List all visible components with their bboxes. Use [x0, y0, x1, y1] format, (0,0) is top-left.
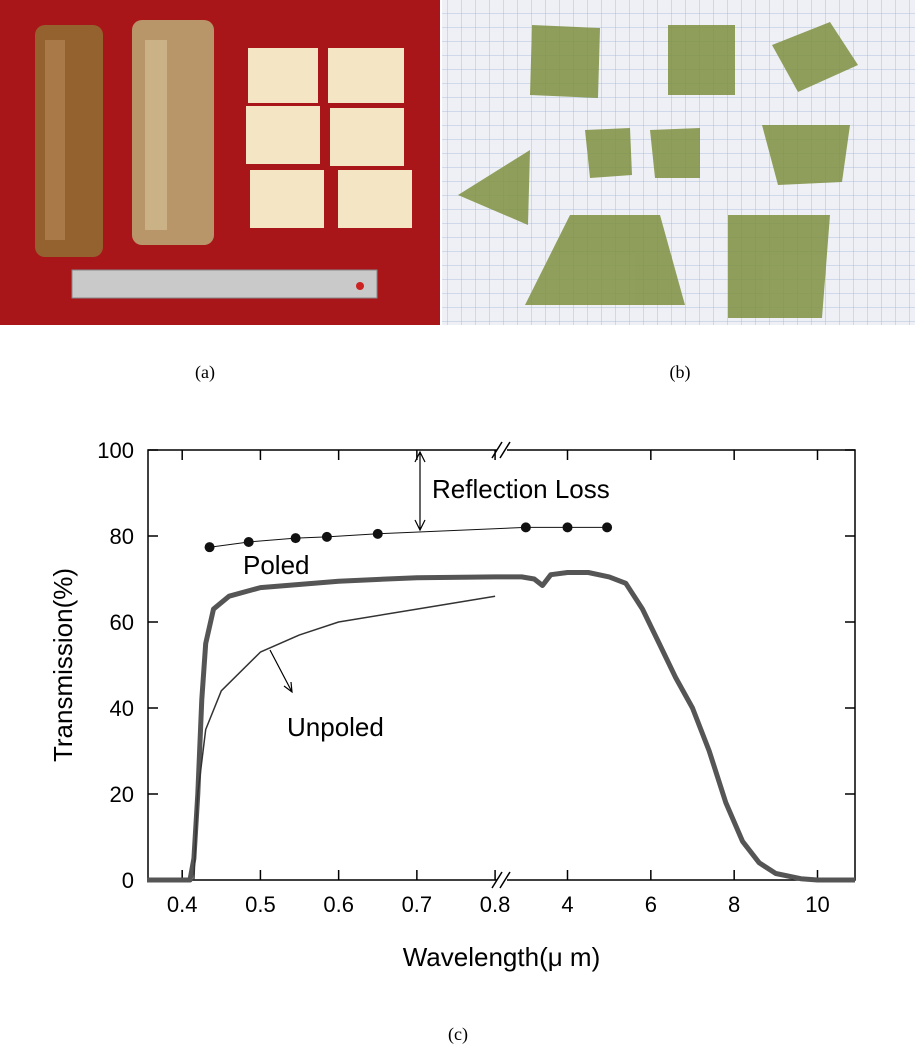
y-tick-label: 80 — [110, 524, 134, 549]
data-point — [290, 533, 301, 544]
arrow — [269, 649, 293, 694]
x-tick-label: 0.4 — [167, 892, 198, 917]
caption: (c) — [448, 1024, 468, 1045]
annotation: Reflection Loss — [432, 474, 610, 504]
y-tick-label: 100 — [97, 438, 134, 463]
series-label: Unpoled — [287, 712, 384, 742]
data-point — [243, 537, 254, 548]
y-tick-label: 40 — [110, 696, 134, 721]
series-line — [147, 570, 855, 883]
axis-break — [491, 441, 511, 459]
data-point — [372, 528, 383, 539]
data-point — [321, 531, 332, 542]
photo-a — [0, 0, 440, 325]
caption: (b) — [670, 362, 691, 383]
x-tick-label: 6 — [645, 892, 657, 917]
x-tick-label: 0.7 — [402, 892, 433, 917]
series-label: Poled — [243, 550, 310, 580]
chart: 0 20 40 60 80 100 0.4 0.5 0.6 0.7 0.8 4 6 8 10 Waveleng… — [48, 438, 856, 972]
x-tick-label: 4 — [561, 892, 573, 917]
x-axis-label: Wavelength(μ m) — [403, 942, 601, 972]
plot-frame — [147, 449, 856, 881]
y-tick-label: 60 — [110, 610, 134, 635]
data-point — [204, 542, 215, 553]
data-point — [520, 522, 531, 533]
axis-break-gap — [497, 446, 507, 454]
x-tick-label: 0.8 — [480, 892, 511, 917]
arrow — [414, 450, 426, 532]
x-tick-label: 8 — [728, 892, 740, 917]
data-point — [562, 522, 573, 533]
caption: (a) — [195, 362, 215, 383]
y-tick-label: 0 — [122, 868, 134, 893]
axis-break — [491, 871, 511, 889]
y-tick-label: 20 — [110, 782, 134, 807]
photo-b — [442, 0, 915, 325]
x-tick-label: 0.6 — [323, 892, 354, 917]
data-point — [602, 522, 613, 533]
series-connector — [209, 526, 608, 548]
series-line — [193, 595, 496, 881]
x-tick-label: 0.5 — [245, 892, 276, 917]
y-axis-label: Transmission(%) — [48, 568, 78, 762]
axis-break-gap — [497, 876, 507, 884]
x-tick-label: 10 — [805, 892, 829, 917]
